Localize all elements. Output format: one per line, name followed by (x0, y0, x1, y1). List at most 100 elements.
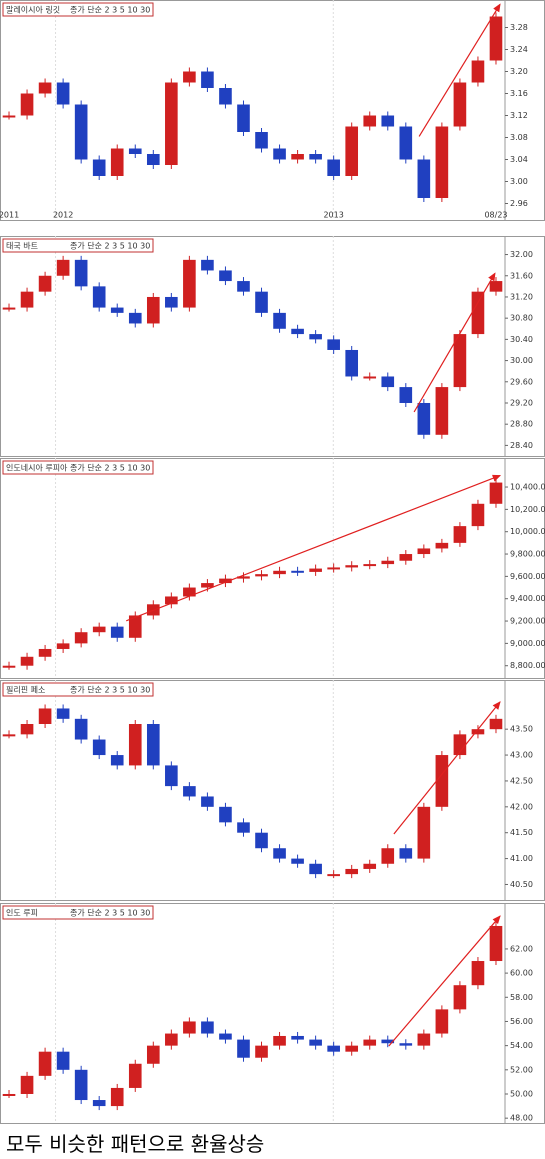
y-tick-label: 31.60 (510, 271, 533, 280)
candle (453, 526, 467, 543)
candle (237, 281, 250, 292)
y-tick-label: 60.00 (510, 969, 533, 978)
panel-title: 인도네시아 루피아 (6, 463, 68, 473)
candle (255, 832, 268, 849)
y-tick-label: 29.60 (510, 377, 533, 386)
candle (165, 596, 178, 605)
candle (92, 159, 106, 176)
candle (38, 82, 52, 94)
candle (128, 615, 142, 638)
panel-legend: 종가 단순 2 3 5 10 30 (70, 685, 150, 695)
candle (255, 132, 268, 149)
y-tick-label: 9,000.00 (510, 639, 545, 648)
candle (255, 291, 268, 313)
y-tick-label: 2.96 (510, 199, 528, 208)
y-tick-label: 52.00 (510, 1065, 533, 1074)
candle (38, 1051, 52, 1076)
candle (128, 312, 142, 324)
y-tick-label: 10,400.00 (510, 483, 545, 492)
candle (20, 93, 34, 116)
candle (417, 402, 431, 435)
y-tick-label: 41.00 (510, 854, 533, 863)
candle (399, 554, 413, 561)
candle (381, 1039, 395, 1044)
candle (471, 503, 485, 527)
candle (219, 806, 232, 823)
candle (92, 626, 106, 633)
y-tick-label: 3.04 (510, 155, 528, 164)
candle (237, 104, 250, 132)
candle (56, 708, 70, 719)
candle (2, 115, 16, 118)
candle (273, 1035, 286, 1046)
candle (381, 848, 395, 864)
candle (291, 154, 304, 160)
candle (345, 1045, 359, 1052)
candle (417, 548, 431, 555)
candle (417, 1033, 431, 1046)
candle (435, 387, 449, 435)
y-tick-label: 3.24 (510, 45, 528, 54)
x-tick-label: 2013 (323, 211, 343, 220)
candle (183, 71, 196, 83)
candle (309, 334, 322, 340)
candle (489, 718, 503, 730)
y-tick-label: 30.80 (510, 314, 533, 323)
y-tick-label: 9,400.00 (510, 594, 545, 603)
candle (399, 848, 413, 859)
candle (309, 568, 322, 572)
candle (435, 1009, 449, 1034)
label-box (2, 238, 154, 253)
y-tick-label: 9,800.00 (510, 550, 545, 559)
candle (309, 154, 322, 160)
candle (327, 339, 340, 350)
y-tick-label: 54.00 (510, 1041, 533, 1050)
candle (399, 387, 413, 403)
panel-legend: 종가 단순 2 3 5 10 30 (70, 463, 150, 473)
candle (110, 307, 124, 313)
x-tick-label: 2011 (0, 211, 19, 220)
y-tick-label: 42.00 (510, 802, 533, 811)
y-tick-label: 32.00 (510, 250, 533, 259)
candle (110, 626, 124, 638)
candle (20, 724, 34, 735)
y-tick-label: 43.00 (510, 751, 533, 760)
y-tick-label: 29.20 (510, 398, 533, 407)
candle (489, 281, 503, 292)
candle (56, 259, 70, 276)
candle (2, 307, 16, 310)
panel-frame (0, 680, 545, 901)
candle (471, 729, 485, 735)
candle (489, 925, 503, 962)
candle (435, 755, 449, 807)
panel-legend: 종가 단순 2 3 5 10 30 (70, 241, 150, 251)
label-box (2, 905, 154, 920)
trend-arrow (393, 701, 501, 835)
candle (56, 82, 70, 105)
y-tick-label: 30.00 (510, 356, 533, 365)
candle (309, 863, 322, 875)
candle (237, 576, 250, 579)
candle (183, 587, 196, 597)
candle (345, 126, 359, 176)
candle (201, 259, 214, 271)
candle (363, 863, 377, 869)
candle (399, 126, 413, 160)
candle (435, 126, 449, 198)
trend-arrow (413, 272, 496, 413)
candle (92, 1100, 106, 1107)
candle (74, 718, 88, 740)
candle (309, 1039, 322, 1046)
panel-title: 인도 루피 (6, 908, 38, 918)
x-tick-label: 2012 (53, 211, 73, 220)
y-tick-label: 9,200.00 (510, 617, 545, 626)
candle (471, 291, 485, 335)
y-tick-label: 31.20 (510, 292, 533, 301)
candle (489, 16, 503, 61)
candle (273, 570, 286, 575)
candle (453, 985, 467, 1010)
candle (56, 643, 70, 649)
candle (363, 115, 377, 127)
candle (237, 1039, 250, 1058)
candle (345, 565, 359, 568)
